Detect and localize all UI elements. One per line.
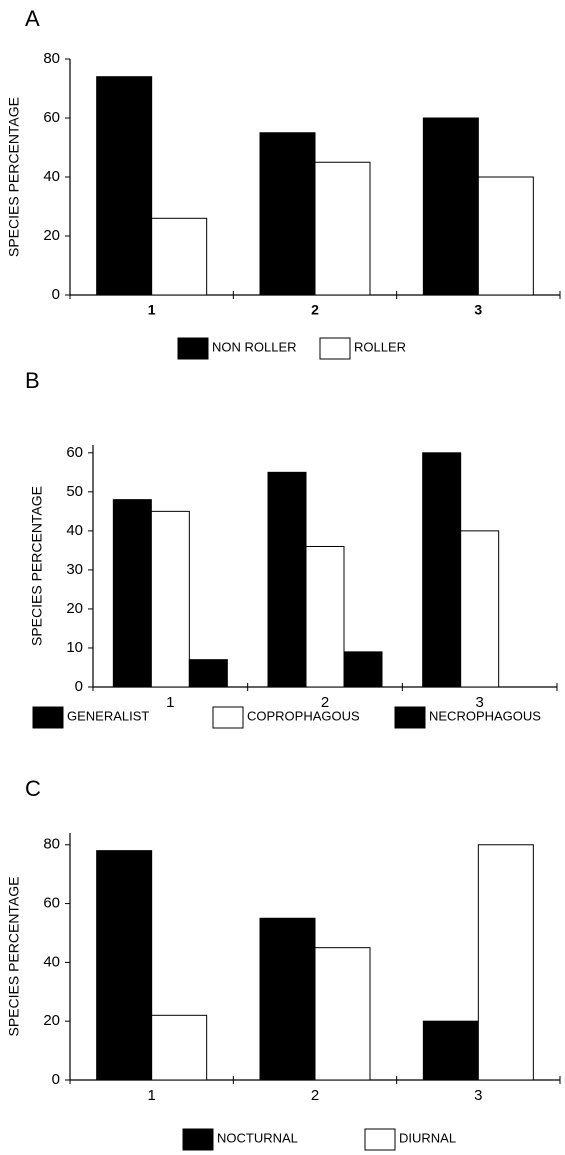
bar	[151, 217, 208, 296]
bar	[96, 850, 153, 1081]
y-tick-label: 10	[66, 639, 83, 656]
legend-swatch	[319, 337, 351, 360]
bar	[188, 659, 228, 688]
bar	[343, 651, 383, 688]
x-tick-label: 2	[321, 694, 329, 711]
bar	[477, 176, 534, 296]
x-tick-label: 1	[166, 694, 174, 711]
y-tick-label: 0	[52, 1071, 60, 1088]
y-tick-label: 0	[52, 286, 60, 303]
x-tick-label: 3	[474, 1087, 482, 1104]
bar	[422, 1020, 479, 1081]
legend-swatch	[182, 1128, 214, 1151]
legend-label: COPROPHAGOUS	[247, 708, 360, 723]
y-tick-label: 30	[66, 561, 83, 578]
legend-swatch	[177, 337, 209, 360]
legend-label: ROLLER	[354, 339, 406, 354]
legend-label: NON ROLLER	[212, 339, 297, 354]
y-axis-label: SPECIES PERCENTAGE	[6, 97, 22, 257]
legend-label: DIURNAL	[399, 1130, 456, 1145]
legend-label: NECROPHAGOUS	[429, 708, 541, 723]
x-tick-label: 3	[475, 694, 483, 711]
y-tick-label: 80	[43, 50, 60, 67]
x-tick-label: 2	[311, 1087, 319, 1104]
y-tick-label: 60	[43, 895, 60, 912]
bar	[314, 161, 371, 296]
panel-label: C	[25, 776, 41, 801]
y-tick-label: 0	[75, 678, 83, 695]
legend-swatch	[32, 706, 64, 729]
bar	[422, 452, 462, 688]
bar	[96, 76, 153, 296]
legend-swatch	[364, 1128, 396, 1151]
legend-swatch	[212, 706, 244, 729]
y-tick-label: 20	[66, 600, 83, 617]
y-tick-label: 40	[66, 522, 83, 539]
legend-label: GENERALIST	[67, 708, 149, 723]
bar	[112, 499, 152, 688]
panel-label: B	[25, 368, 40, 393]
bar	[305, 545, 345, 688]
y-tick-label: 60	[43, 109, 60, 126]
y-tick-label: 40	[43, 168, 60, 185]
bar	[259, 917, 316, 1081]
panel-label: A	[25, 6, 40, 31]
y-tick-label: 40	[43, 953, 60, 970]
bar	[314, 947, 371, 1081]
bar	[267, 471, 307, 688]
legend-label: NOCTURNAL	[217, 1130, 298, 1145]
y-tick-label: 80	[43, 836, 60, 853]
y-tick-label: 20	[43, 227, 60, 244]
y-axis-label: SPECIES PERCENTAGE	[29, 486, 45, 646]
bar	[259, 132, 316, 296]
y-axis-label: SPECIES PERCENTAGE	[6, 876, 22, 1036]
x-tick-label: 1	[148, 302, 156, 318]
x-tick-label: 2	[311, 302, 319, 318]
x-tick-label: 3	[474, 302, 482, 318]
bar	[460, 530, 500, 688]
legend-swatch	[394, 706, 426, 729]
x-tick-label: 1	[147, 1087, 155, 1104]
y-tick-label: 50	[66, 483, 83, 500]
y-tick-label: 60	[66, 444, 83, 461]
y-tick-label: 20	[43, 1012, 60, 1029]
bar	[151, 1014, 208, 1081]
bar	[150, 510, 190, 688]
bar	[477, 844, 534, 1081]
bar	[422, 117, 479, 296]
